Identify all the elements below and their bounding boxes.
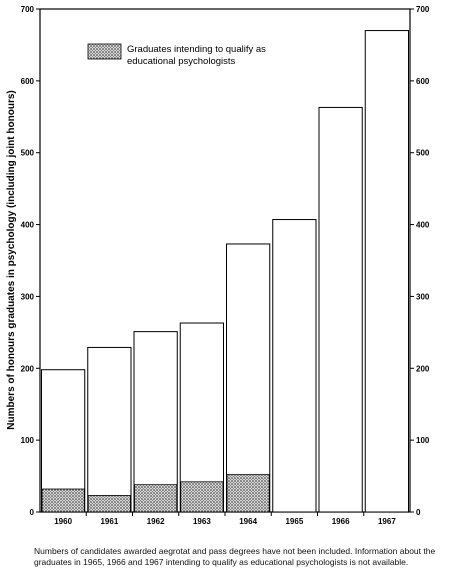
x-tick-label: 1960 bbox=[54, 517, 72, 526]
x-tick-label: 1963 bbox=[193, 517, 211, 526]
right-y-tick-label: 100 bbox=[416, 436, 430, 445]
y-tick-label: 0 bbox=[30, 508, 35, 517]
x-tick-label: 1962 bbox=[147, 517, 165, 526]
x-tick-label: 1967 bbox=[378, 517, 396, 526]
right-y-tick-label: 600 bbox=[416, 77, 430, 86]
bar-total-1966 bbox=[318, 106, 363, 513]
y-tick-label: 200 bbox=[21, 364, 35, 373]
y-axis-label: Numbers of honours graduates in psycholo… bbox=[6, 90, 17, 429]
footnote: Numbers of candidates awarded aegrotat a… bbox=[34, 546, 436, 567]
y-tick-label: 500 bbox=[21, 149, 35, 158]
bar-total-1965 bbox=[272, 219, 317, 513]
bar-edpsych-1964 bbox=[226, 474, 270, 513]
bar-total-1967 bbox=[364, 30, 409, 513]
x-tick-label: 1961 bbox=[100, 517, 118, 526]
y-tick-label: 400 bbox=[21, 221, 35, 230]
right-y-tick-label: 200 bbox=[416, 364, 430, 373]
bars bbox=[41, 30, 409, 513]
bar-total-1964 bbox=[226, 243, 271, 513]
y-tick-label: 600 bbox=[21, 77, 35, 86]
y-tick-label: 700 bbox=[21, 5, 35, 14]
legend-swatch bbox=[87, 43, 122, 60]
bar-edpsych-1961 bbox=[87, 495, 131, 513]
y-tick-label: 100 bbox=[21, 436, 35, 445]
x-tick-label: 1964 bbox=[239, 517, 257, 526]
bar-edpsych-1962 bbox=[134, 484, 178, 513]
right-y-tick-label: 500 bbox=[416, 149, 430, 158]
right-y-tick-label: 400 bbox=[416, 221, 430, 230]
bar-total-1962 bbox=[133, 331, 178, 513]
legend-label: Graduates intending to qualify as bbox=[127, 44, 266, 55]
right-y-tick-label: 0 bbox=[416, 508, 421, 517]
right-y-tick-label: 300 bbox=[416, 292, 430, 301]
right-y-tick-label: 700 bbox=[416, 5, 430, 14]
y-tick-label: 300 bbox=[21, 292, 35, 301]
x-tick-label: 1966 bbox=[332, 517, 350, 526]
legend-label: educational psychologists bbox=[127, 56, 236, 67]
bar-total-1961 bbox=[87, 346, 132, 513]
bar-total-1963 bbox=[179, 322, 224, 513]
x-tick-label: 1965 bbox=[285, 517, 303, 526]
bar-edpsych-1960 bbox=[41, 488, 85, 513]
bar-edpsych-1963 bbox=[180, 481, 224, 513]
axes: 0 0 100 100 200 200 300 300 400 400 500 500 600 600 70… bbox=[21, 5, 430, 526]
legend: Graduates intending to qualify aseducati… bbox=[87, 43, 266, 67]
